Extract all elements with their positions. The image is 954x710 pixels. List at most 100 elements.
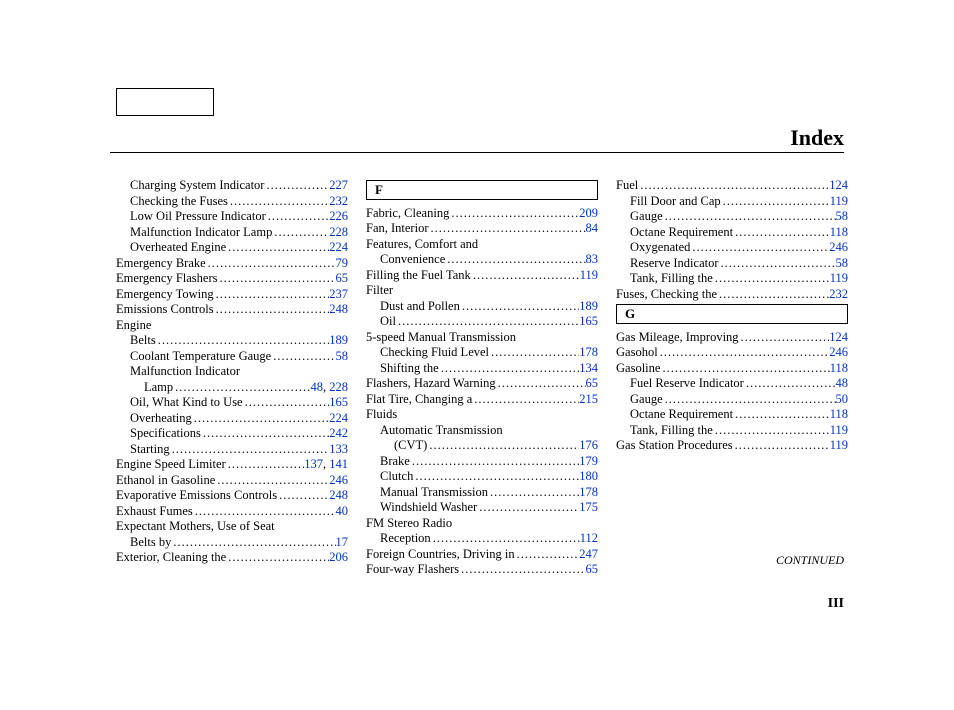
index-page-ref[interactable]: 178 (579, 345, 598, 361)
index-page-ref[interactable]: 179 (579, 454, 598, 470)
index-page-ref[interactable]: 165 (329, 395, 348, 411)
index-page-ref[interactable]: 189 (329, 333, 348, 349)
index-entry-label: Starting (130, 442, 170, 458)
index-page-ref[interactable]: 224 (329, 411, 348, 427)
index-page-ref[interactable]: 228 (329, 225, 348, 241)
index-entry: Fuel124 (616, 178, 848, 194)
index-heading: FM Stereo Radio (366, 516, 598, 532)
index-heading: Expectant Mothers, Use of Seat (116, 519, 348, 535)
leader-dots (410, 454, 579, 470)
index-page-ref[interactable]: 119 (830, 423, 848, 439)
index-page-ref[interactable]: 65 (336, 271, 349, 287)
index-entry-label: FM Stereo Radio (366, 516, 452, 532)
index-page-ref[interactable]: 134 (579, 361, 598, 377)
index-page-ref[interactable]: 165 (579, 314, 598, 330)
index-page-ref[interactable]: 119 (830, 194, 848, 210)
index-page-ref[interactable]: 124 (829, 330, 848, 346)
index-page-ref[interactable]: 176 (579, 438, 598, 454)
index-entry-label: Checking Fluid Level (380, 345, 489, 361)
leader-dots (721, 194, 830, 210)
index-page-ref[interactable]: 232 (829, 287, 848, 303)
index-page-ref[interactable]: 124 (829, 178, 848, 194)
leader-dots (243, 395, 330, 411)
index-page-ref[interactable]: 232 (329, 194, 348, 210)
index-heading: Filter (366, 283, 598, 299)
leader-dots (445, 252, 585, 268)
leader-dots (690, 240, 829, 256)
index-page-ref[interactable]: 178 (579, 485, 598, 501)
index-page-ref[interactable]: 79 (336, 256, 349, 272)
index-page-ref[interactable]: 246 (829, 345, 848, 361)
index-page-ref[interactable]: 224 (329, 240, 348, 256)
index-heading: Engine (116, 318, 348, 334)
index-entry-label: Oil, What Kind to Use (130, 395, 243, 411)
index-page-ref[interactable]: 84 (586, 221, 599, 237)
index-entry-label: Gasohol (616, 345, 658, 361)
index-page-ref[interactable]: 58 (836, 209, 849, 225)
index-page-ref[interactable]: 247 (579, 547, 598, 563)
leader-dots (713, 423, 830, 439)
index-columns: Charging System Indicator227Checking the… (116, 178, 844, 578)
index-page-ref[interactable]: 58 (836, 256, 849, 272)
index-entry: Evaporative Emissions Controls248 (116, 488, 348, 504)
document-page: Index Charging System Indicator227Checki… (0, 0, 954, 710)
index-page-ref[interactable]: 215 (579, 392, 598, 408)
index-entry-label: Reception (380, 531, 431, 547)
index-entry-label: Fuel Reserve Indicator (630, 376, 744, 392)
index-letter-heading: F (366, 180, 598, 200)
index-page-ref[interactable]: 118 (830, 225, 848, 241)
index-page-ref[interactable]: 17 (336, 535, 349, 551)
index-entry-label: Octane Requirement (630, 407, 733, 423)
index-entry: Oil165 (366, 314, 598, 330)
index-entry-label: Octane Requirement (630, 225, 733, 241)
index-page-ref[interactable]: 248 (329, 488, 348, 504)
index-page-ref[interactable]: 58 (336, 349, 349, 365)
index-page-ref[interactable]: 119 (830, 438, 848, 454)
index-page-ref[interactable]: 242 (329, 426, 348, 442)
index-entry: Emergency Brake79 (116, 256, 348, 272)
index-page-ref[interactable]: 137, 141 (304, 457, 348, 473)
corner-box (116, 88, 214, 116)
index-page-ref[interactable]: 119 (580, 268, 598, 284)
index-page-ref[interactable]: 65 (586, 376, 599, 392)
index-page-ref[interactable]: 118 (830, 407, 848, 423)
index-entry: Ethanol in Gasoline246 (116, 473, 348, 489)
leader-dots (489, 345, 579, 361)
index-page-ref[interactable]: 48, 228 (311, 380, 349, 396)
index-page-ref[interactable]: 48 (836, 376, 849, 392)
index-entry-label: Flashers, Hazard Warning (366, 376, 496, 392)
index-page-ref[interactable]: 246 (829, 240, 848, 256)
index-page-ref[interactable]: 50 (836, 392, 849, 408)
leader-dots (449, 206, 579, 222)
index-page-ref[interactable]: 119 (830, 271, 848, 287)
index-page-ref[interactable]: 133 (329, 442, 348, 458)
index-page-ref[interactable]: 83 (586, 252, 599, 268)
leader-dots (396, 314, 579, 330)
index-page-ref[interactable]: 209 (579, 206, 598, 222)
index-entry: Dust and Pollen189 (366, 299, 598, 315)
index-page-ref[interactable]: 206 (329, 550, 348, 566)
index-entry: Charging System Indicator227 (116, 178, 348, 194)
leader-dots (171, 535, 335, 551)
index-page-ref[interactable]: 189 (579, 299, 598, 315)
index-column: FFabric, Cleaning209Fan, Interior84Featu… (366, 178, 598, 578)
index-entry: Gas Station Procedures119 (616, 438, 848, 454)
index-page-ref[interactable]: 180 (579, 469, 598, 485)
index-page-ref[interactable]: 118 (830, 361, 848, 377)
index-entry: Starting 133 (116, 442, 348, 458)
leader-dots (277, 488, 329, 504)
index-page-ref[interactable]: 65 (586, 562, 599, 578)
index-entry: Gasohol 246 (616, 345, 848, 361)
index-page-ref[interactable]: 246 (329, 473, 348, 489)
index-letter-heading: G (616, 304, 848, 324)
index-entry-label: Fabric, Cleaning (366, 206, 449, 222)
index-page-ref[interactable]: 112 (580, 531, 598, 547)
index-page-ref[interactable]: 175 (579, 500, 598, 516)
index-entry-label: Filter (366, 283, 393, 299)
index-page-ref[interactable]: 248 (329, 302, 348, 318)
index-page-ref[interactable]: 226 (329, 209, 348, 225)
index-page-ref[interactable]: 237 (329, 287, 348, 303)
index-page-ref[interactable]: 227 (329, 178, 348, 194)
index-page-ref[interactable]: 40 (336, 504, 349, 520)
index-entry-label: Convenience (380, 252, 445, 268)
